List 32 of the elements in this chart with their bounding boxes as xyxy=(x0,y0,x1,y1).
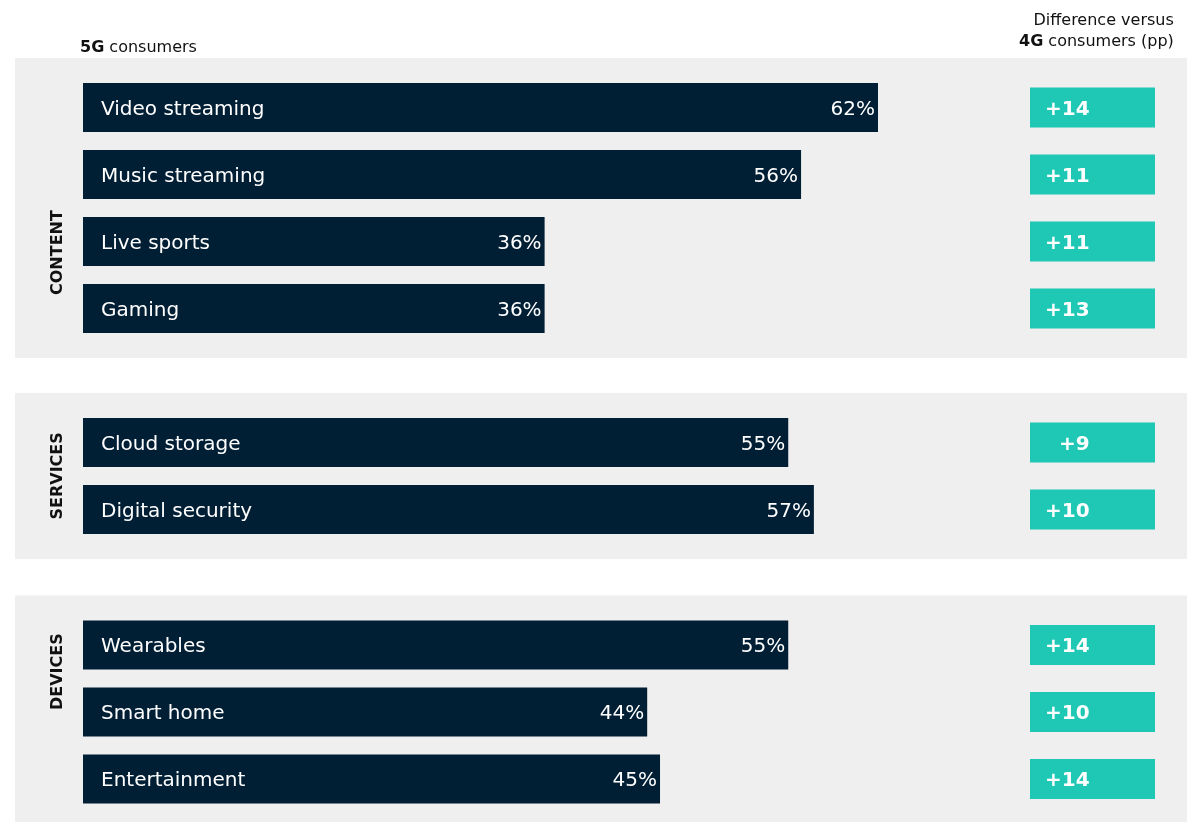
y-tick-label: Wearables xyxy=(101,633,206,657)
data-label: 36% xyxy=(497,296,542,321)
y-tick-label: Video streaming xyxy=(101,96,265,120)
text: +14 xyxy=(1045,767,1090,791)
text: +9 xyxy=(1059,431,1090,455)
series-label: 5G consumers xyxy=(80,37,197,56)
text: +14 xyxy=(1045,96,1090,120)
text: +14 xyxy=(1045,633,1090,657)
text: +10 xyxy=(1045,498,1090,522)
data-label: 36% xyxy=(497,229,542,254)
y-tick-label: Cloud storage xyxy=(101,431,241,455)
y-tick-label: Gaming xyxy=(101,297,180,321)
text: +11 xyxy=(1045,230,1090,254)
data-label: 56% xyxy=(753,162,799,187)
data-label: 57% xyxy=(766,497,811,522)
y-tick-label: Music streaming xyxy=(101,163,266,187)
data-label: 45% xyxy=(612,767,658,792)
text: Difference versus 4G consumers (pp) xyxy=(1019,10,1174,50)
y-tick-label: Smart home xyxy=(101,700,225,724)
text: CONTENT xyxy=(47,210,66,295)
data-label: 55% xyxy=(740,633,786,658)
text: +13 xyxy=(1045,297,1090,321)
text: +11 xyxy=(1045,163,1090,187)
text: DEVICES xyxy=(47,633,66,710)
y-tick-label: Entertainment xyxy=(101,767,246,791)
y-tick-label: Live sports xyxy=(101,230,211,254)
data-label: 44% xyxy=(599,700,645,725)
data-label: 62% xyxy=(830,95,875,120)
text: SERVICES xyxy=(46,432,66,520)
data-label: 55% xyxy=(740,430,786,455)
y-tick-label: Digital security xyxy=(101,498,253,522)
text: +10 xyxy=(1045,700,1090,724)
